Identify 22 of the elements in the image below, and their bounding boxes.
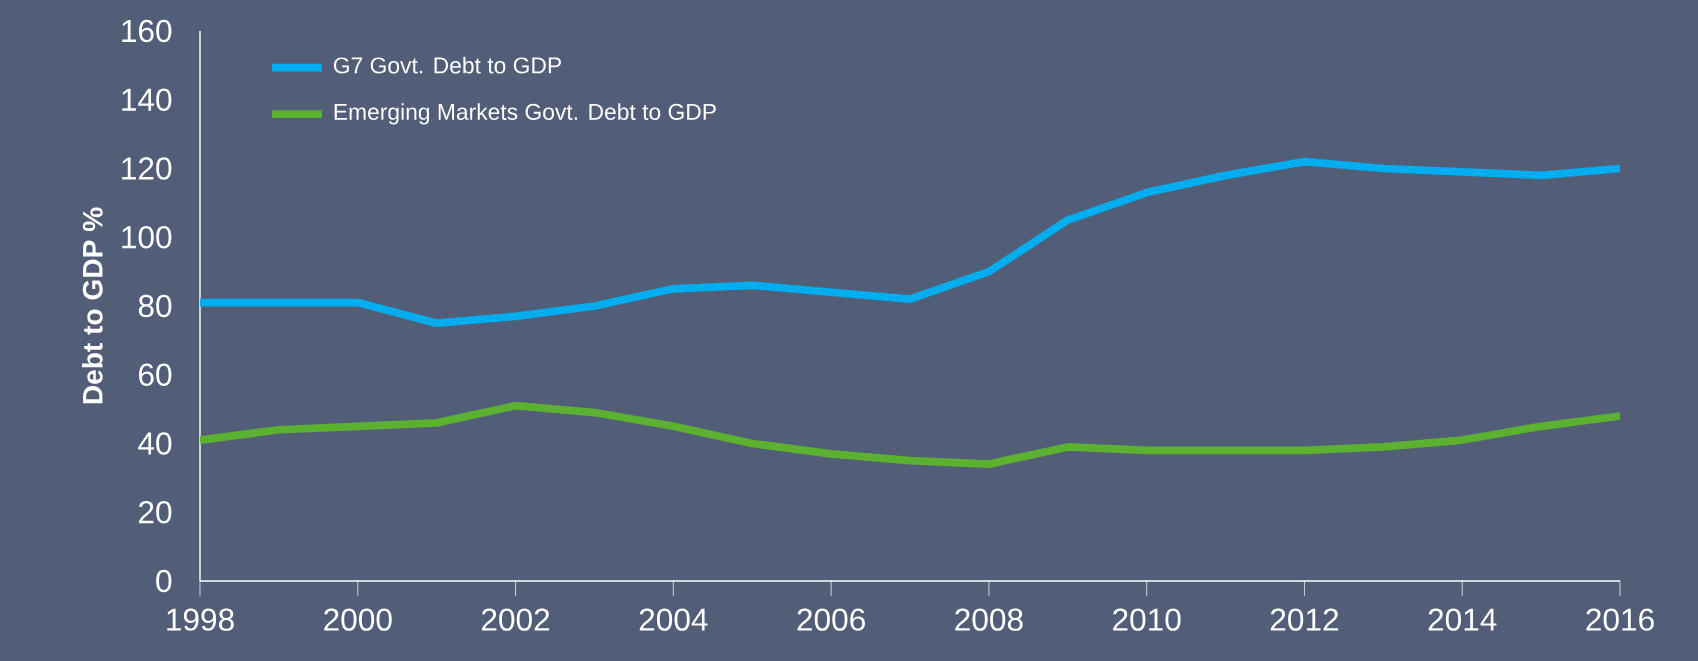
x-tick-label: 2014: [1428, 608, 1497, 631]
x-tick-label: 2000: [324, 608, 392, 631]
y-tick-label: 120: [122, 157, 172, 180]
y-tick-label: 100: [122, 226, 172, 249]
y-axis-title: Debt to GDP %: [82, 207, 103, 404]
y-tick-label: 0: [156, 569, 172, 593]
x-tick-label: 2008: [955, 608, 1023, 631]
y-tick-label: 40: [138, 432, 172, 455]
y-tick-label: 60: [139, 363, 172, 386]
y-tick-label: 140: [122, 88, 172, 111]
x-tick-label: 2006: [797, 608, 865, 631]
x-tick-label: 2012: [1270, 608, 1339, 631]
legend-label: G7 Govt. Debt to GDP: [333, 56, 561, 74]
x-tick-label: 2016: [1586, 608, 1654, 631]
x-tick-label: 1998: [167, 608, 234, 631]
legend-label: Emerging Markets Govt. Debt to GDP: [334, 103, 716, 125]
x-tick-label: 2010: [1113, 608, 1181, 631]
x-tick-label: 2002: [481, 608, 550, 631]
y-tick-label: 20: [139, 501, 172, 524]
x-tick-label: 2004: [639, 608, 708, 631]
y-tick-label: 80: [138, 294, 172, 318]
y-tick-label: 160: [122, 19, 172, 43]
